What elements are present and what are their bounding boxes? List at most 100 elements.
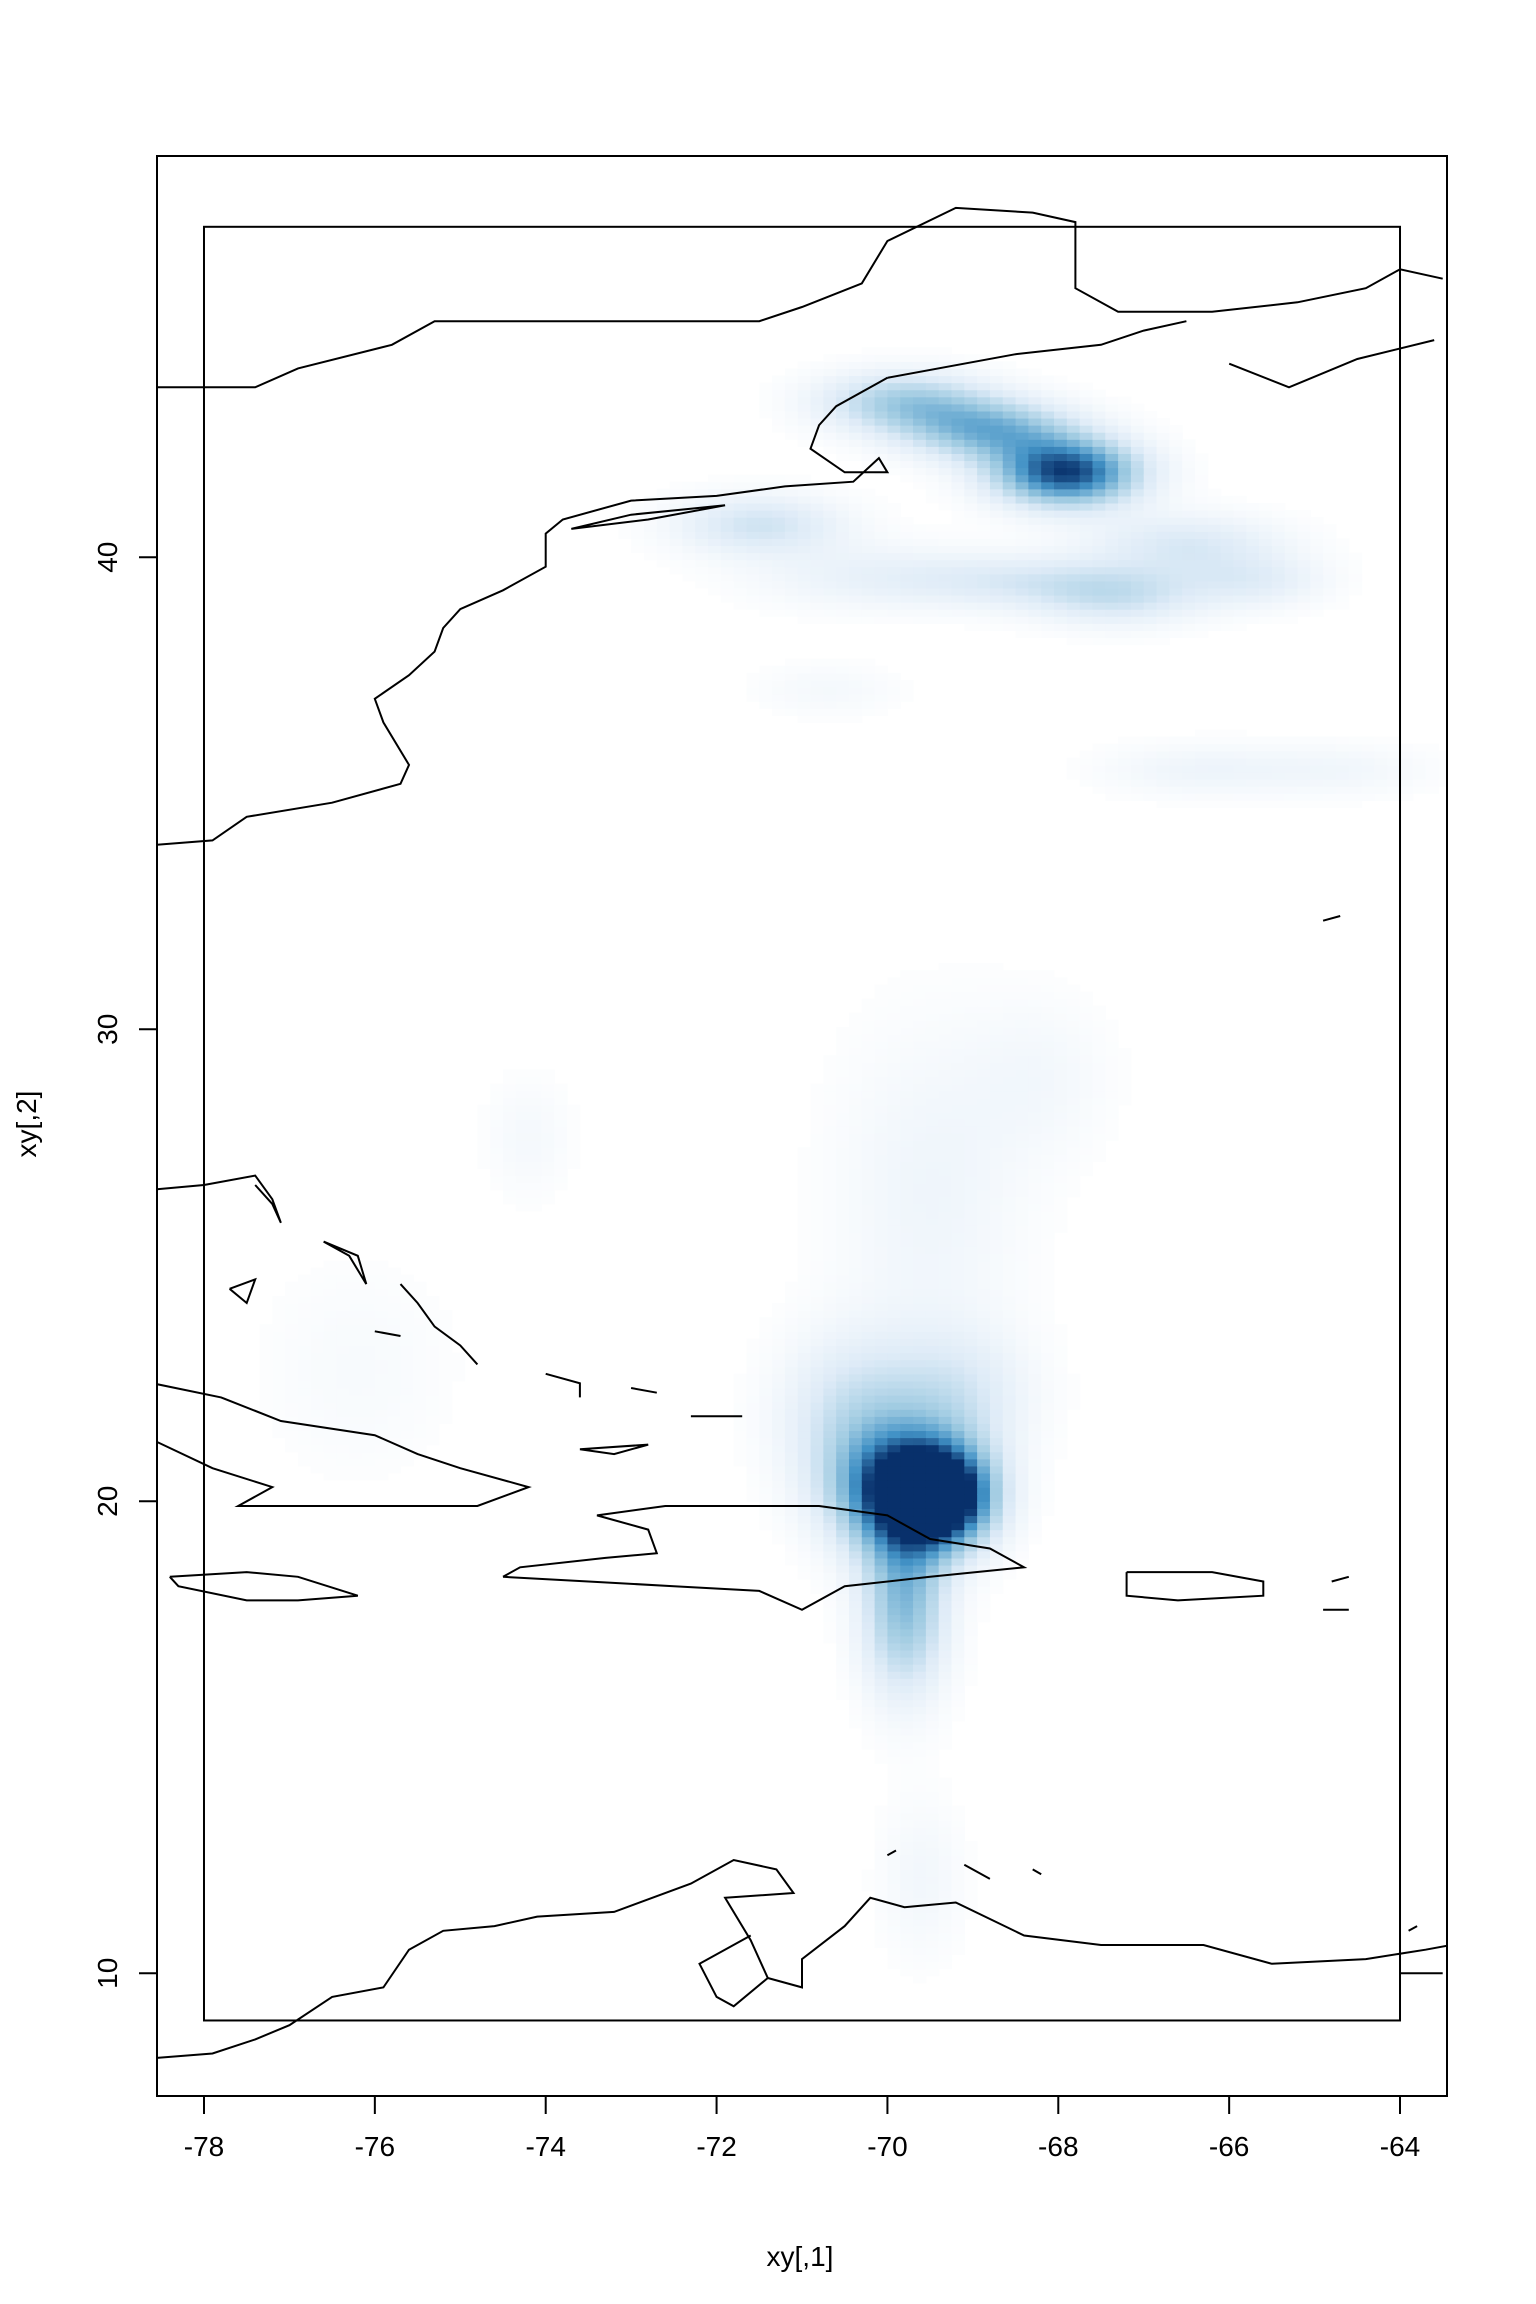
density-cell: [951, 510, 965, 518]
density-cell: [964, 1182, 978, 1191]
density-cell: [772, 602, 786, 610]
density-cell: [1066, 488, 1081, 497]
density-cell: [1028, 396, 1042, 405]
density-cell: [374, 1380, 389, 1389]
density-cell: [797, 1423, 812, 1432]
density-cell: [925, 1260, 940, 1269]
density-cell: [1054, 602, 1068, 610]
density-cell: [874, 701, 889, 709]
density-cell: [1387, 793, 1401, 801]
density-cell: [989, 1430, 1004, 1439]
density-cell: [784, 602, 799, 610]
density-cell: [797, 1295, 812, 1304]
density-cell: [1066, 573, 1081, 582]
density-cell: [1015, 1012, 1029, 1021]
density-cell: [1246, 743, 1260, 752]
density-cell: [746, 1465, 760, 1474]
density-cell: [1002, 1012, 1017, 1021]
density-cell: [938, 1586, 953, 1594]
density-cell: [772, 1494, 786, 1502]
density-cell: [1284, 545, 1299, 554]
density-cell: [1054, 1005, 1068, 1014]
density-cell: [913, 616, 927, 624]
density-cell: [772, 1515, 786, 1524]
density-cell: [861, 1005, 876, 1014]
density-cell: [1246, 616, 1260, 624]
density-cell: [426, 1295, 440, 1304]
density-cell: [400, 1451, 414, 1460]
density-cell: [925, 1331, 940, 1340]
density-cell: [1028, 1203, 1042, 1212]
density-cell: [861, 1720, 876, 1729]
density-cell: [1169, 460, 1183, 469]
density-cell: [1015, 1416, 1029, 1424]
density-cell: [1105, 538, 1119, 547]
density-cell: [1041, 1005, 1055, 1014]
density-cell: [772, 481, 786, 490]
density-cell: [528, 1147, 543, 1155]
density-cell: [887, 1720, 901, 1729]
density-cell: [964, 1232, 978, 1240]
density-cell: [336, 1402, 350, 1410]
density-cell: [913, 1253, 927, 1262]
density-cell: [810, 517, 824, 525]
density-cell: [810, 1380, 824, 1389]
density-cell: [913, 1883, 927, 1892]
density-cell: [925, 1076, 940, 1085]
density-cell: [951, 970, 965, 978]
density-cell: [1079, 1069, 1094, 1078]
density-cell: [759, 510, 773, 518]
density-cell: [810, 1118, 824, 1127]
density-cell: [323, 1472, 337, 1481]
density-cell: [695, 559, 709, 568]
density-cell: [964, 1041, 978, 1049]
density-cell: [1259, 779, 1273, 787]
density-cell: [938, 1869, 953, 1878]
density-cell: [951, 1444, 965, 1453]
density-cell: [900, 1628, 914, 1637]
density-cell: [1041, 410, 1055, 419]
density-cell: [567, 1126, 581, 1134]
density-cell: [951, 1182, 965, 1191]
density-cell: [848, 1543, 863, 1552]
density-cell: [1118, 587, 1132, 596]
density-cell: [925, 1713, 940, 1722]
density-cell: [1002, 1097, 1017, 1106]
density-cell: [1041, 1494, 1055, 1502]
density-cell: [848, 1671, 863, 1679]
density-cell: [1054, 580, 1068, 589]
density-cell: [900, 1564, 914, 1573]
density-cell: [887, 1911, 901, 1920]
density-cell: [1143, 573, 1158, 582]
density-cell: [913, 1671, 927, 1679]
density-cell: [951, 1487, 965, 1495]
density-cell: [708, 559, 722, 568]
density-cell: [400, 1274, 414, 1283]
y-tick-label: 40: [92, 542, 123, 573]
density-cell: [900, 524, 914, 532]
density-cell: [1169, 439, 1183, 447]
density-cell: [1041, 580, 1055, 589]
density-cell: [887, 1494, 901, 1502]
density-cell: [989, 1048, 1004, 1056]
density-cell: [913, 453, 927, 462]
density-cell: [1169, 630, 1183, 639]
density-cell: [1066, 1055, 1081, 1063]
density-cell: [1233, 495, 1247, 504]
density-cell: [977, 1529, 991, 1538]
density-cell: [784, 432, 799, 440]
density-cell: [900, 1614, 914, 1623]
density-cell: [1092, 1133, 1106, 1141]
density-cell: [848, 1210, 863, 1219]
density-cell: [285, 1324, 299, 1332]
density-cell: [874, 1281, 889, 1290]
density-cell: [541, 1069, 555, 1078]
density-cell: [836, 694, 850, 702]
density-cell: [977, 446, 991, 454]
density-cell: [823, 446, 837, 454]
density-cell: [925, 1338, 940, 1347]
density-cell: [951, 1706, 965, 1715]
density-cell: [1156, 609, 1170, 617]
density-cell: [913, 1288, 927, 1297]
density-cell: [900, 474, 914, 483]
